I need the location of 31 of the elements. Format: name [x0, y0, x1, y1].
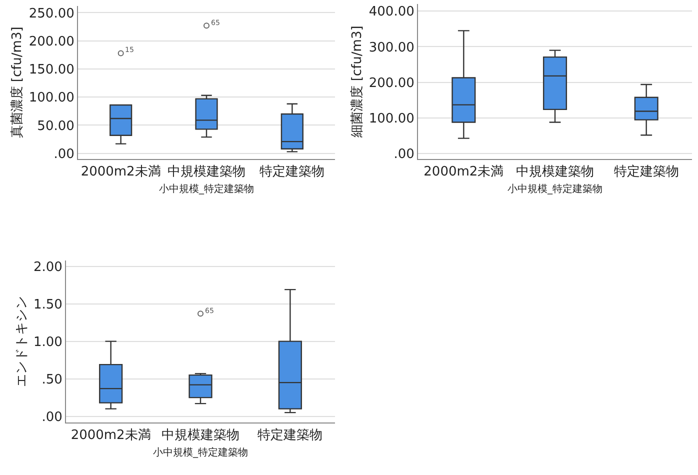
y-tick-label: 150.00 [28, 62, 74, 78]
y-tick-label: 1.00 [33, 334, 62, 350]
y-tick-label: 200.00 [28, 34, 74, 50]
y-tick-label: 1.50 [33, 297, 62, 312]
x-tick-label: 特定建築物 [614, 164, 679, 180]
y-tick-label: 300.00 [368, 40, 414, 56]
y-tick-label: 100.00 [28, 90, 74, 106]
y-tick-label: 250.00 [28, 6, 74, 22]
x-tick-label: 2000m2未満 [424, 164, 504, 180]
x-tick-label: 特定建築物 [260, 164, 325, 180]
y-tick-label: 50.00 [37, 118, 74, 134]
y-tick-label: .00 [42, 410, 62, 425]
y-tick-label: 400.00 [368, 4, 414, 20]
y-tick-label: .50 [42, 372, 62, 388]
x-tick-label: 2000m2未満 [70, 428, 151, 443]
x-axis-title: 小中規模_特定建築物 [508, 183, 602, 196]
y-tick-label: 200.00 [368, 76, 414, 91]
y-tick-label: 100.00 [368, 112, 414, 127]
y-axis-title: エンドトキシン [14, 296, 30, 387]
x-tick-label: 2000m2未満 [80, 164, 161, 180]
y-axis-title: 細菌濃度 [cfu/m3] [348, 26, 365, 138]
y-tick-label: 2.00 [33, 260, 62, 275]
x-axis-title: 小中規模_特定建築物 [153, 446, 248, 458]
y-tick-label: .00 [54, 146, 74, 162]
y-axis-title: 真菌濃度 [cfu/m3] [8, 26, 25, 138]
x-axis-title: 小中規模_特定建築物 [159, 183, 254, 196]
x-tick-label: 特定建築物 [258, 428, 323, 443]
x-tick-label: 中規模建築物 [168, 164, 246, 180]
y-tick-label: .00 [394, 147, 414, 162]
x-tick-label: 中規模建築物 [516, 164, 594, 180]
x-tick-label: 中規模建築物 [162, 428, 240, 443]
